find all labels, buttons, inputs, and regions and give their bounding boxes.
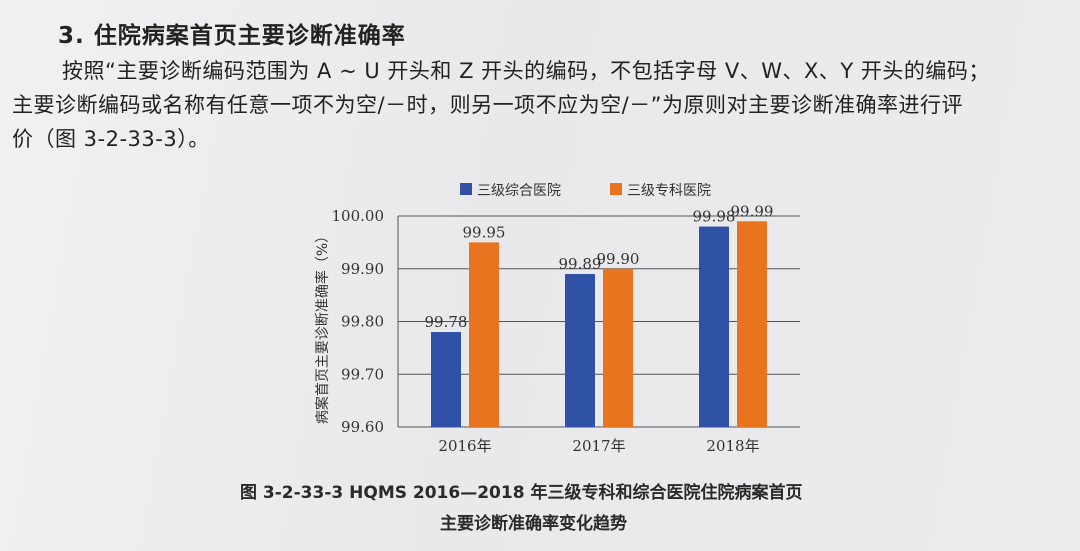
bar: [565, 274, 595, 427]
legend-label: 三级综合医院: [477, 183, 561, 199]
y-tick-label: 99.60: [341, 418, 384, 436]
caption-line-2: 主要诊断准确率变化趋势: [440, 514, 627, 534]
legend-swatch: [610, 183, 622, 195]
body-paragraph: 按照“主要诊断编码范围为 A ~ U 开头和 Z 开头的编码，不包括字母 V、W…: [12, 54, 1072, 156]
data-label: 99.89: [559, 255, 602, 273]
y-tick-label: 100.00: [332, 207, 385, 225]
bar: [603, 268, 633, 427]
data-label: 99.90: [597, 250, 640, 268]
y-tick-label: 99.80: [341, 313, 384, 331]
x-tick-label: 2018年: [706, 437, 759, 455]
y-tick-label: 99.90: [341, 260, 384, 278]
data-label: 99.99: [731, 202, 774, 220]
bar: [431, 332, 461, 427]
bar: [699, 226, 729, 427]
x-tick-label: 2016年: [438, 437, 491, 455]
caption-line-1: 图 3-2-33-3 HQMS 2016—2018 年三级专科和综合医院住院病案…: [240, 483, 803, 503]
legend-label: 三级专科医院: [627, 183, 711, 199]
data-label: 99.95: [463, 223, 506, 241]
bar: [469, 242, 499, 427]
section-heading: 3. 住院病案首页主要诊断准确率: [58, 23, 406, 49]
paragraph-line-1: 按照“主要诊断编码范围为 A ~ U 开头和 Z 开头的编码，不包括字母 V、W…: [62, 59, 990, 83]
data-label: 99.98: [693, 208, 736, 226]
paragraph-line-3: 价（图 3-2-33-3）。: [12, 127, 210, 151]
data-label: 99.78: [425, 313, 468, 331]
y-axis-label: 病案首页主要诊断准确率（%）: [314, 229, 331, 424]
x-tick-label: 2017年: [572, 437, 625, 455]
legend-swatch: [460, 183, 472, 195]
y-tick-label: 99.70: [341, 365, 384, 383]
paragraph-line-2: 主要诊断编码或名称有任意一项不为空/－时，则另一项不应为空/－”为原则对主要诊断…: [12, 93, 964, 117]
bar: [737, 221, 767, 427]
